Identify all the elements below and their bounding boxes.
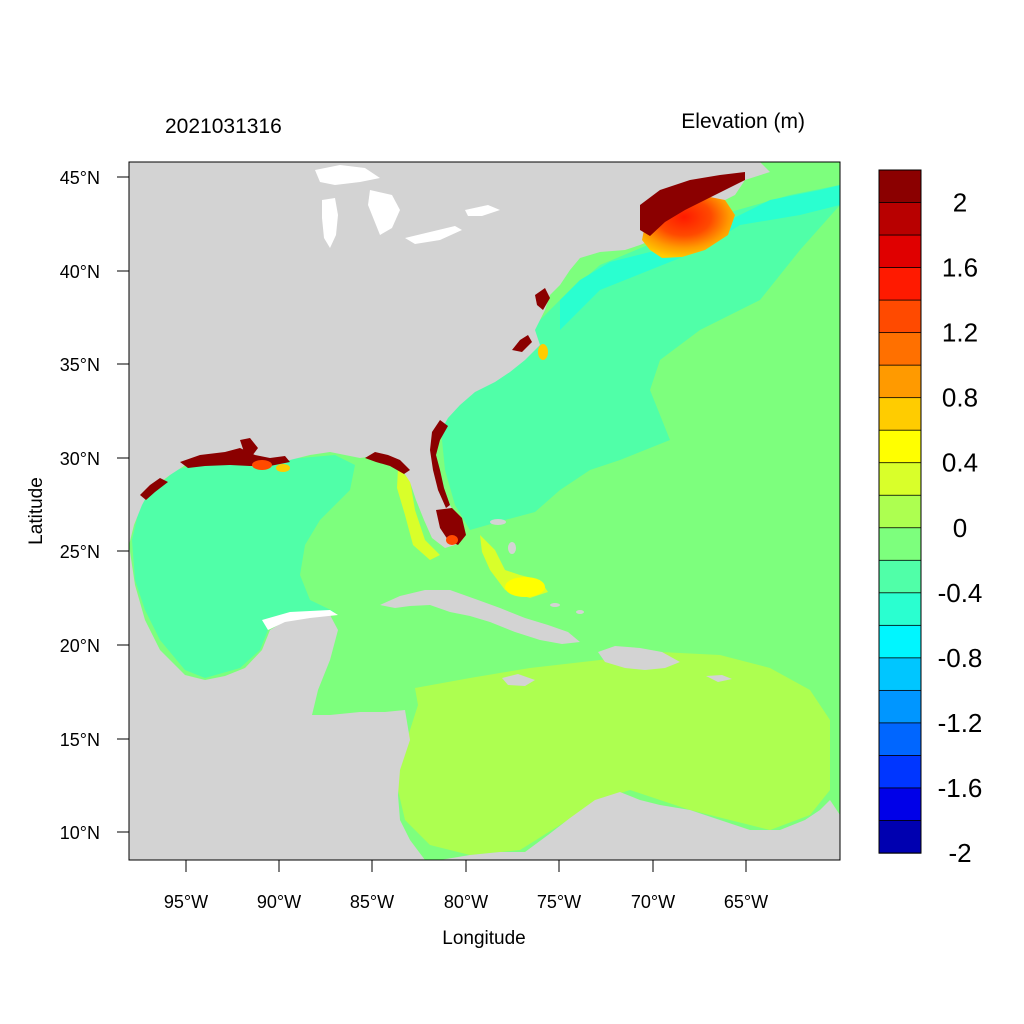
lake-ontario <box>465 205 500 216</box>
land <box>129 162 840 860</box>
y-tick-label: 30°N <box>60 449 100 469</box>
colorbar-label: -0.8 <box>938 643 983 673</box>
colorbar-box <box>878 267 922 301</box>
delta-surge-core <box>252 460 272 470</box>
lake-huron <box>368 190 400 235</box>
delta-surge-fringe <box>276 464 290 472</box>
bahamas-island-4 <box>576 610 584 614</box>
colorbar-box <box>878 592 922 627</box>
x-axis-title: Longitude <box>442 928 525 949</box>
colorbar-box <box>878 234 922 269</box>
gulf-negative-region <box>132 455 355 678</box>
jamaica-land <box>502 674 535 686</box>
texas-coast-surge <box>140 478 168 500</box>
variable-label: Elevation (m) <box>681 110 805 133</box>
colorbar-frame <box>878 169 922 854</box>
cuba-land <box>380 590 580 644</box>
colorbar-box <box>878 787 922 822</box>
mexico-central-america-land <box>129 545 425 860</box>
colorbar-box <box>878 202 922 236</box>
lake-erie <box>405 226 462 244</box>
bahamas-island-1 <box>490 519 506 525</box>
y-tick-label: 20°N <box>60 636 100 656</box>
northeast-negative-band <box>560 185 840 330</box>
colorbar-box <box>878 820 922 854</box>
y-tick-label: 35°N <box>60 355 100 375</box>
colorbar-label: 0 <box>953 513 967 543</box>
y-tick-label: 25°N <box>60 542 100 562</box>
mississippi-delta-surge <box>240 438 258 456</box>
x-tick-label: 80°W <box>444 892 488 912</box>
colorbar <box>878 169 922 854</box>
map-plot <box>129 162 840 860</box>
colorbar-box <box>878 299 922 334</box>
hispaniola-land <box>598 646 680 670</box>
y-axis <box>117 176 129 833</box>
colorbar-box <box>878 527 922 561</box>
colorbar-label: -0.4 <box>938 578 983 608</box>
colorbar-box <box>878 397 922 431</box>
colorbar-box <box>878 559 922 594</box>
colorbar-label: -2 <box>948 838 971 868</box>
colorbar-box <box>878 364 922 399</box>
colorbar-label: -1.2 <box>938 708 983 738</box>
south-florida-surge <box>436 508 466 545</box>
florida-bay-positive <box>397 468 440 560</box>
colorbar-box <box>878 755 922 789</box>
y-tick-label: 45°N <box>60 168 100 188</box>
colorbar-label: -1.6 <box>938 773 983 803</box>
y-tick-label: 40°N <box>60 262 100 282</box>
colorbar-label: 0.4 <box>942 448 978 478</box>
colorbar-label: 1.6 <box>942 253 978 283</box>
y-tick-label: 10°N <box>60 823 100 843</box>
carolina-coast-surge <box>512 335 532 352</box>
x-tick-label: 70°W <box>631 892 675 912</box>
colorbar-labels: 2 1.6 1.2 0.8 0.4 0 -0.4 -0.8 -1.2 -1.6 -2 <box>938 188 983 869</box>
caribbean-positive-region <box>398 652 830 855</box>
colorbar-box <box>878 722 922 757</box>
x-axis <box>185 860 747 872</box>
colorbar-box <box>878 332 922 366</box>
great-lakes <box>262 165 500 630</box>
colorbar-box <box>878 494 922 529</box>
x-tick-label: 90°W <box>257 892 301 912</box>
x-tick-label: 75°W <box>537 892 581 912</box>
lake-michigan <box>322 198 338 248</box>
gulf-of-maine-peak-surge <box>640 172 745 236</box>
bahamas-island-3 <box>550 603 560 607</box>
colorbar-label: 0.8 <box>942 383 978 413</box>
colorbar-label: 1.2 <box>942 318 978 348</box>
y-axis-title: Latitude <box>26 477 47 545</box>
colorbar-box <box>878 429 922 464</box>
colorbar-box <box>878 462 922 496</box>
x-tick-label: 95°W <box>164 892 208 912</box>
south-america-land <box>440 792 840 860</box>
panhandle-surge <box>365 452 410 474</box>
atlantic-negative-region <box>440 185 840 530</box>
bahamas-bank-positive <box>505 577 545 597</box>
plot-frame <box>128 161 841 861</box>
florida-east-coast-surge <box>430 420 450 508</box>
x-tick-label: 85°W <box>350 892 394 912</box>
chesapeake-surge <box>535 288 550 310</box>
y-tick-label: 15°N <box>60 730 100 750</box>
puerto-rico-land <box>706 675 732 682</box>
lake-superior <box>315 165 380 185</box>
datetime-label: 2021031316 <box>165 115 282 138</box>
colorbar-box <box>878 169 922 204</box>
chesapeake-positive <box>538 344 548 360</box>
colorbar-box <box>878 657 922 692</box>
x-tick-label: 65°W <box>724 892 768 912</box>
north-america-land <box>129 162 770 548</box>
south-florida-surge-core <box>446 535 458 545</box>
colorbar-label: 2 <box>953 188 967 218</box>
gulf-of-mexico-shelf <box>262 610 338 630</box>
colorbar-box <box>878 624 922 659</box>
colorbar-box <box>878 689 922 724</box>
bahamas-island-2 <box>508 542 516 554</box>
